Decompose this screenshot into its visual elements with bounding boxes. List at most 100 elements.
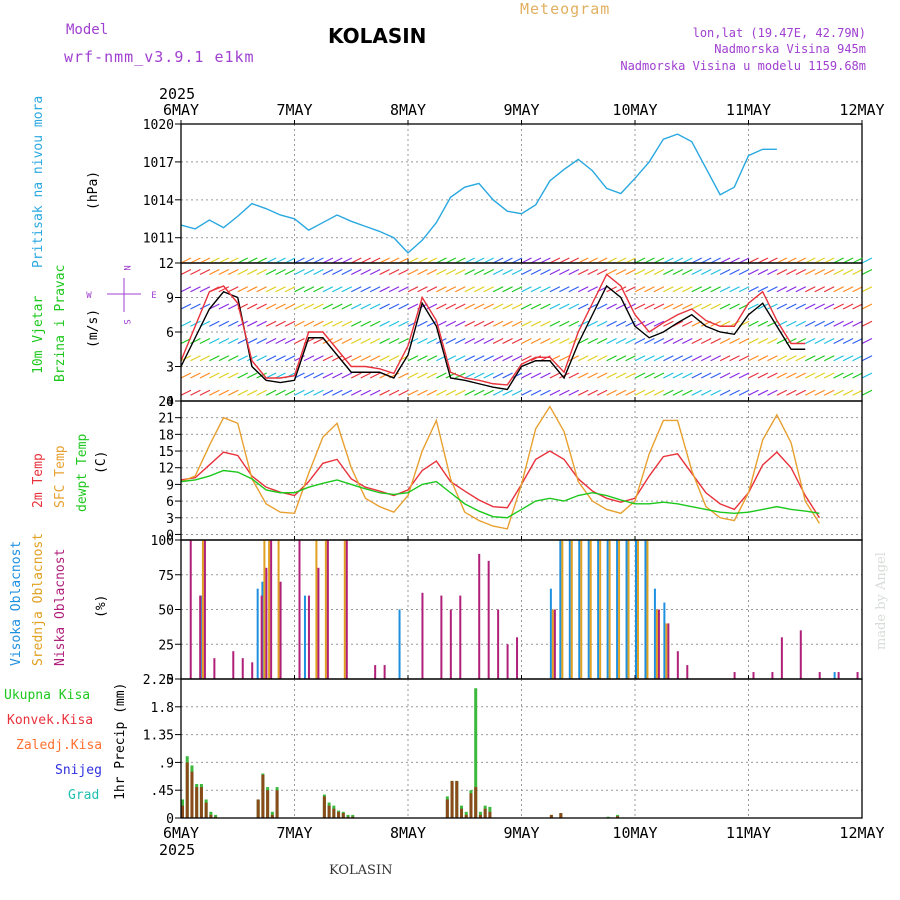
wind-barb [814,320,825,327]
wind-barb [786,320,797,327]
wind-barb [256,268,267,276]
wind-barb [682,268,693,276]
wind-barb [502,337,513,345]
wind-barb [596,303,608,310]
wind-barb [653,389,665,396]
wind-barb [426,257,438,264]
wind-barb [738,355,750,362]
date-tick-bottom: 10MAY [612,824,657,842]
wind-barb [407,268,419,276]
wind-unit: (m/s) [86,309,101,348]
wind-barb [265,303,277,310]
wind-barb [436,303,447,310]
wind-barb [521,389,532,396]
wind-barb [615,355,627,362]
wind-barb [180,286,192,293]
data-bar [251,662,254,679]
model-name: wrf-nmm_v3.9.1 e1km [64,48,255,66]
wind-barb [767,337,778,345]
wind-barb [228,257,239,264]
wind-barb [350,268,362,276]
wind-barb [606,320,617,327]
wind-barb [502,355,513,362]
wind-barb [199,389,211,396]
data-bar [275,790,279,818]
wind-barb [587,355,598,362]
wind-barb [691,337,703,345]
wind-barb [842,286,854,293]
meteogram-label: Meteogram [520,0,610,18]
wind-barb [729,286,740,293]
wind-barb [625,286,636,293]
wind-barb [644,320,655,327]
wind-barb [313,320,324,327]
wind-barb [360,389,371,396]
wind-barb [464,257,476,264]
data-bar [568,540,571,679]
wind-barb [691,372,703,379]
wind-barb [719,286,731,293]
wind-barb [464,337,476,345]
wind-barb [634,257,646,264]
wind-barb [379,303,390,310]
wind-barb [313,257,324,264]
wind-barb [275,268,286,276]
wind-barb [653,372,665,379]
data-bar [665,623,668,679]
data-bar [559,540,562,679]
wind-barb [852,257,863,264]
wind-barb [426,372,438,379]
wind-barb [199,257,211,264]
wind-barb [294,337,305,345]
wind-barb [833,257,844,264]
wind-barb [190,257,201,264]
wind-barb [786,372,797,379]
wind-barb [823,303,835,310]
wind-barb [218,257,230,264]
wind-barb [511,320,523,327]
date-tick-top: 9MAY [503,101,539,119]
wind-barb [786,303,797,310]
wind-barb [606,257,617,264]
date-tick-top: 10MAY [612,101,657,119]
wind-barb [559,355,570,362]
wind-barb [833,372,844,379]
wind-barb [275,257,286,264]
wind-barb [492,355,504,362]
y-tick-label: 75 [158,569,174,584]
wind-barb [842,320,854,327]
wind-barb [502,320,513,327]
wind-barb [417,389,428,396]
wind-barb [407,355,419,362]
data-bar [303,595,306,679]
wind-barb [332,372,343,379]
wind-barb [473,303,485,310]
wind-barb [303,303,315,310]
wind-barb [218,320,230,327]
wind-barb [814,257,825,264]
wind-barb [653,286,665,293]
wind-barb [559,303,570,310]
precip-panel: 0 .45 .9 1.35 1.8 2.25 [143,673,863,827]
wind-barb [530,268,542,276]
series-line-1 [180,405,821,530]
wind-barb [568,320,580,327]
wind-barb [379,268,390,276]
wind-barb [360,355,371,362]
cloud-label-low: Niska Oblacnost [53,549,68,666]
wind-barb [464,320,476,327]
wind-barb [511,389,523,396]
wind-barb [833,355,844,362]
wind-barb [804,268,816,276]
wind-barb [521,286,532,293]
data-bar [277,540,280,679]
wind-barb [757,286,769,293]
data-bar [474,688,478,818]
wind-barb [700,286,712,293]
wind-barb [691,303,703,310]
data-bar [561,540,564,679]
wind-barb [369,320,381,327]
wind-barb [559,320,570,327]
wind-barb [398,257,409,264]
wind-barb [473,268,485,276]
